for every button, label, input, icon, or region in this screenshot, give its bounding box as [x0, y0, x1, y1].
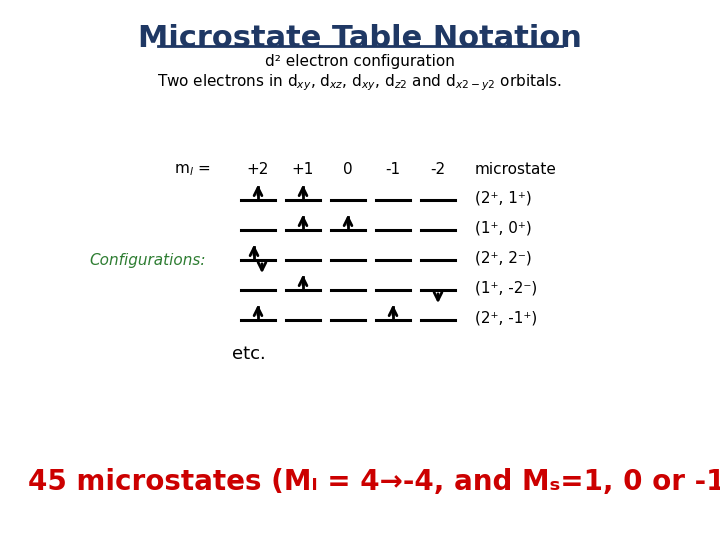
Text: (1⁺, 0⁺): (1⁺, 0⁺) — [475, 220, 532, 235]
Text: (2⁺, -1⁺): (2⁺, -1⁺) — [475, 310, 537, 326]
Text: Configurations:: Configurations: — [90, 253, 206, 267]
Text: 0: 0 — [343, 163, 353, 178]
Text: d² electron configuration: d² electron configuration — [265, 54, 455, 69]
Text: m$_l$ =: m$_l$ = — [174, 162, 210, 178]
Text: Two electrons in d$_{xy}$, d$_{xz}$, d$_{xy}$, d$_{z2}$ and d$_{x2-y2}$ orbitals: Two electrons in d$_{xy}$, d$_{xz}$, d$_… — [158, 72, 562, 92]
Text: +2: +2 — [247, 163, 269, 178]
Text: (2⁺, 1⁺): (2⁺, 1⁺) — [475, 191, 532, 206]
Text: -1: -1 — [385, 163, 400, 178]
Text: -2: -2 — [431, 163, 446, 178]
Text: (1⁺, -2⁻): (1⁺, -2⁻) — [475, 280, 537, 295]
Text: +1: +1 — [292, 163, 314, 178]
Text: 45 microstates (Mₗ = 4→-4, and Mₛ=1, 0 or -1): 45 microstates (Mₗ = 4→-4, and Mₛ=1, 0 o… — [28, 468, 720, 496]
Text: Microstate Table Notation: Microstate Table Notation — [138, 24, 582, 53]
Text: microstate: microstate — [475, 163, 557, 178]
Text: (2⁺, 2⁻): (2⁺, 2⁻) — [475, 251, 532, 266]
Text: etc.: etc. — [232, 345, 266, 363]
